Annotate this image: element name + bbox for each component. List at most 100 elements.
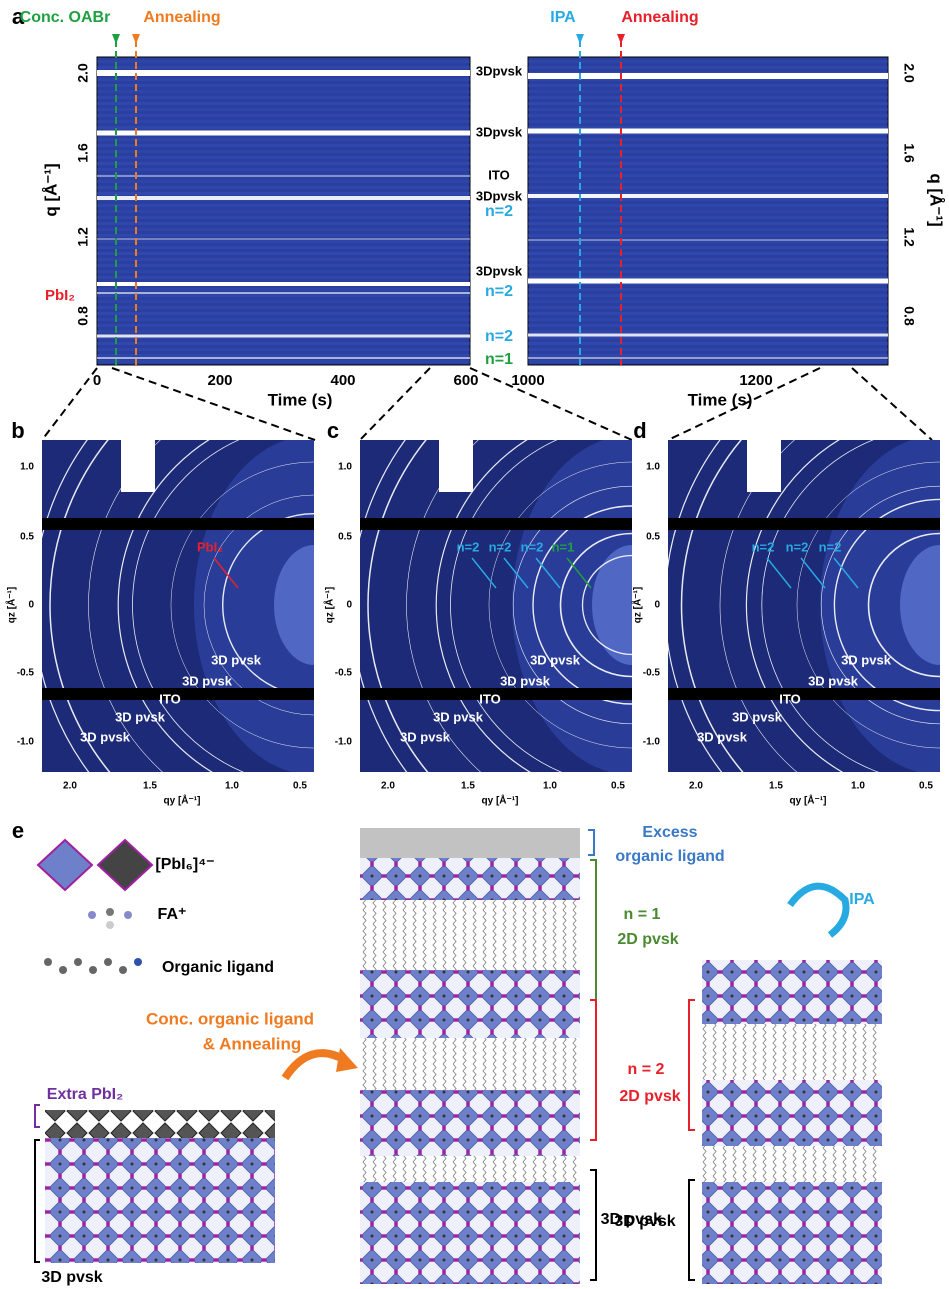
y-axis-label: qz [Å⁻¹] [323, 587, 336, 623]
diffraction-peak [528, 239, 888, 241]
heat-noise [97, 114, 470, 117]
bracket [588, 830, 594, 855]
y-tick-label: -1.0 [335, 737, 353, 748]
heat-noise [528, 270, 888, 273]
base-label: 3D pvsk [601, 1211, 662, 1228]
diffraction-peak [97, 238, 470, 240]
legend-label: FA⁺ [158, 906, 187, 923]
ring-label: 3D pvsk [697, 729, 748, 744]
diffraction-peak [528, 129, 888, 134]
y-tick-label: 2.0 [901, 63, 917, 83]
zoom-line [852, 368, 932, 440]
bracket [35, 1140, 40, 1262]
diffraction-peak [528, 194, 888, 198]
y-tick-label: 1.0 [646, 462, 660, 473]
heat-noise [528, 216, 888, 219]
heat-noise [528, 354, 888, 357]
heat-noise [97, 300, 470, 303]
bracket [590, 1170, 596, 1280]
zoom-line [470, 368, 632, 440]
ligand-atom [44, 958, 52, 966]
fa-atom [124, 911, 132, 919]
step-label: IPA [849, 891, 875, 908]
heat-noise [528, 162, 888, 165]
heat-noise [97, 348, 470, 351]
x-tick-label: 1.0 [225, 781, 239, 792]
heat-noise [97, 60, 470, 63]
heat-noise [97, 306, 470, 309]
heat-noise [97, 288, 470, 291]
heat-noise [97, 258, 470, 261]
organic-spacer [702, 1146, 882, 1182]
heat-noise [528, 198, 888, 201]
x-tick-label: 1.0 [543, 781, 557, 792]
y-tick-label: 0.5 [20, 532, 34, 543]
step-arrow [790, 886, 846, 935]
heat-noise [528, 138, 888, 141]
diffraction-peak [528, 279, 888, 284]
event-arrow [112, 34, 120, 44]
ring-label: 3D pvsk [732, 709, 783, 724]
octahedron-icon [38, 840, 92, 890]
diffraction-peak [97, 335, 470, 338]
beamstop [439, 440, 473, 492]
step-arrow-head [336, 1048, 358, 1072]
ligand-atom [119, 966, 127, 974]
heat-noise [528, 222, 888, 225]
diffraction-peak [528, 73, 888, 79]
heat-noise [528, 264, 888, 267]
perovskite-3d [45, 1138, 275, 1263]
heat-noise [97, 222, 470, 225]
heat-noise [97, 252, 470, 255]
x-tick-label: 1000 [511, 372, 544, 389]
heat-noise [97, 318, 470, 321]
organic-spacer [360, 1156, 580, 1182]
peak-label: 3Dpvsk [476, 263, 523, 278]
heat-noise [97, 216, 470, 219]
zoom-line [360, 368, 430, 440]
base-label: 3D pvsk [41, 1269, 102, 1286]
heat-noise [97, 228, 470, 231]
detector-gap [42, 518, 314, 530]
heat-noise [97, 102, 470, 105]
detector-gap [668, 688, 940, 700]
y-tick-label: 0.5 [338, 532, 352, 543]
ring-label: 3D pvsk [530, 652, 581, 667]
x-tick-label: 1.5 [143, 781, 157, 792]
heat-noise [528, 150, 888, 153]
heat-noise [528, 102, 888, 105]
heat-noise [528, 318, 888, 321]
diffraction-peak [97, 292, 470, 294]
step-label: Conc. organic ligand [146, 1009, 314, 1028]
heat-noise [97, 180, 470, 183]
heat-noise [528, 168, 888, 171]
perovskite-3d [702, 1182, 882, 1284]
ring-label: n=2 [489, 539, 512, 554]
ligand-atom [104, 958, 112, 966]
y-tick-label: 1.2 [901, 227, 917, 247]
stage-label: n = 1 [624, 906, 661, 923]
y-axis-label: q [Å⁻¹] [41, 163, 60, 216]
y-tick-label: 1.0 [338, 462, 352, 473]
heat-noise [97, 342, 470, 345]
heat-noise [97, 294, 470, 297]
x-tick-label: 0 [93, 372, 101, 389]
detector-gap [360, 518, 632, 530]
organic-spacer [360, 1038, 580, 1090]
heat-noise [528, 360, 888, 363]
step-arrow [285, 1053, 345, 1078]
zoom-line [42, 368, 97, 440]
heat-noise [97, 270, 470, 273]
legend-label: Organic ligand [162, 959, 274, 976]
y-tick-label: -0.5 [17, 668, 35, 679]
ring-label: PbI₂ [197, 539, 223, 554]
heat-noise [528, 228, 888, 231]
y-axis-label: qz [Å⁻¹] [631, 587, 644, 623]
heat-noise [97, 144, 470, 147]
ring-label: n=2 [819, 539, 842, 554]
perovskite-2d [702, 960, 882, 1024]
legend-label: [PbI₆]⁴⁻ [155, 856, 214, 873]
x-axis-label: Time (s) [688, 390, 753, 409]
heat-noise [97, 360, 470, 363]
event-label: Conc. OABr [20, 9, 111, 26]
